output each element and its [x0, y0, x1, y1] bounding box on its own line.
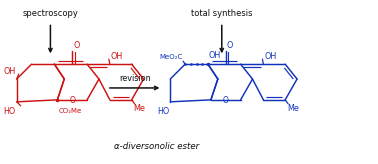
Text: OH: OH	[111, 52, 123, 61]
Text: OH: OH	[264, 52, 277, 61]
Text: spectroscopy: spectroscopy	[22, 9, 78, 18]
Text: revision: revision	[119, 74, 150, 83]
Text: α-diversonolic ester: α-diversonolic ester	[114, 142, 199, 151]
Text: Me: Me	[287, 104, 299, 113]
Text: HO: HO	[157, 107, 169, 116]
Text: O: O	[73, 41, 80, 50]
Text: OH: OH	[209, 51, 221, 60]
Text: HO: HO	[3, 107, 16, 116]
Text: CO₂Me: CO₂Me	[58, 108, 82, 114]
Text: O: O	[69, 96, 75, 105]
Text: total synthesis: total synthesis	[191, 9, 253, 18]
Text: Me: Me	[134, 104, 146, 113]
Text: MeO₂C: MeO₂C	[159, 54, 182, 60]
Text: O: O	[223, 96, 229, 105]
Text: O: O	[227, 41, 233, 50]
Text: OH: OH	[3, 67, 16, 76]
